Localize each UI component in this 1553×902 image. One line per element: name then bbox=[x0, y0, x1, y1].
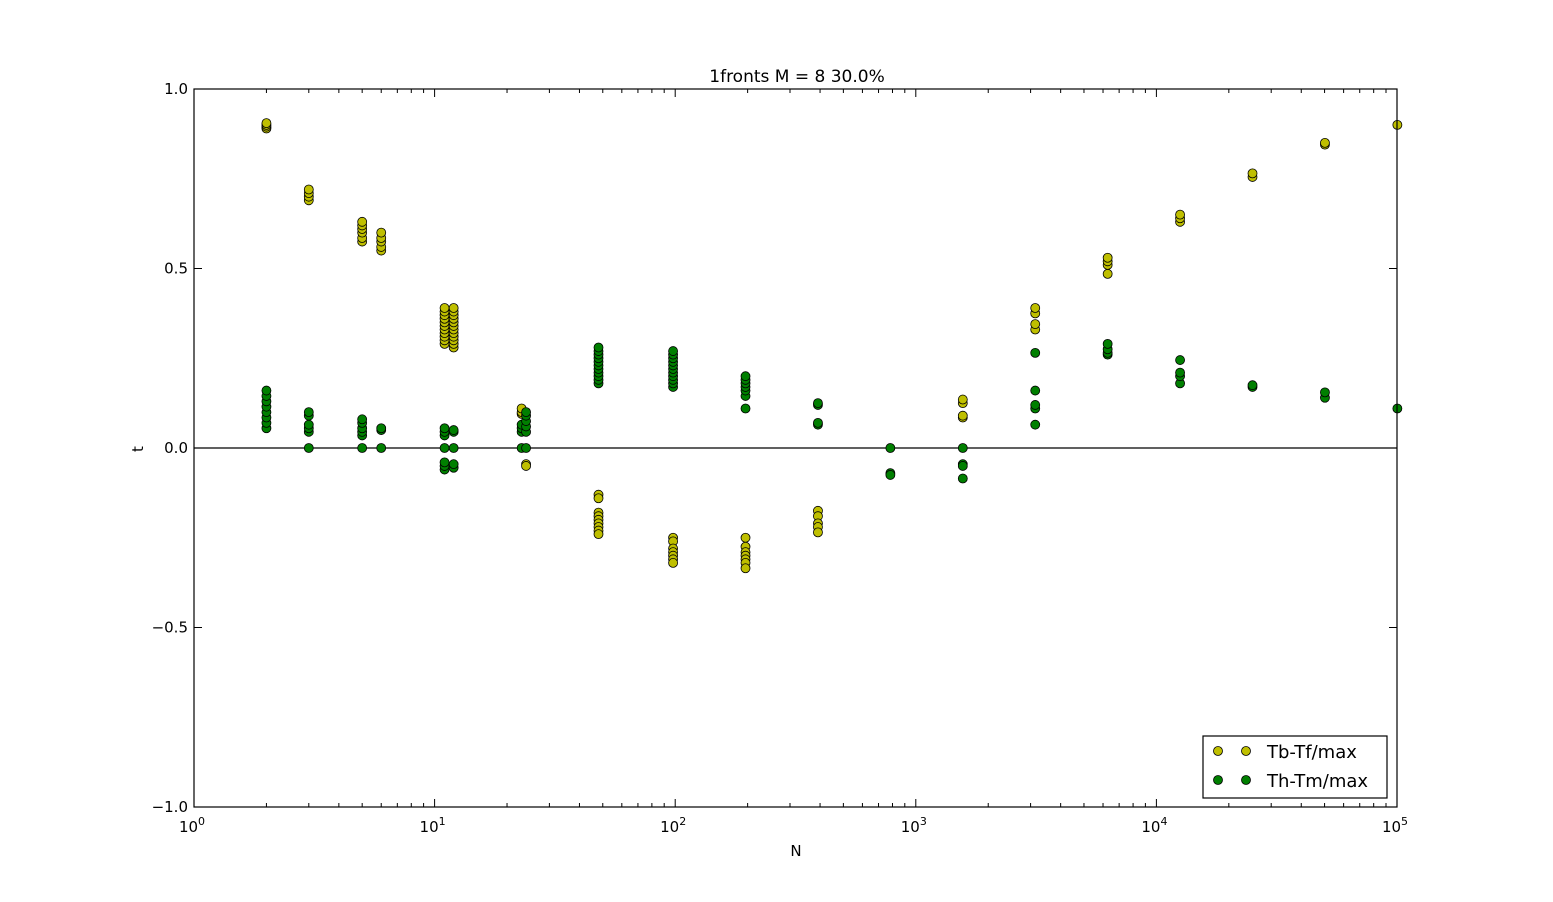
data-point bbox=[957, 473, 968, 484]
data-point bbox=[1247, 168, 1258, 179]
y-tick-label: 0.0 bbox=[164, 439, 188, 457]
x-tick-label: 104 bbox=[1141, 815, 1167, 836]
data-point bbox=[521, 407, 531, 418]
data-point bbox=[957, 461, 968, 471]
legend-box bbox=[1202, 735, 1388, 799]
data-point bbox=[1030, 419, 1041, 430]
x-tick-label: 100 bbox=[179, 815, 205, 836]
data-point bbox=[303, 419, 314, 430]
data-point bbox=[1102, 338, 1113, 349]
data-point bbox=[740, 371, 751, 382]
x-tick-label: 105 bbox=[1382, 815, 1408, 836]
legend-marker bbox=[1241, 746, 1251, 756]
data-point bbox=[261, 385, 272, 396]
x-tick-label: 101 bbox=[420, 815, 446, 836]
data-point bbox=[740, 532, 751, 543]
legend-label-tb-tf: Tb-Tf/max bbox=[1266, 742, 1357, 763]
data-point bbox=[303, 407, 314, 418]
legend: Tb-Tf/max Th-Tm/max bbox=[1202, 735, 1388, 799]
plot-area: 100 101 102 103 104 105 1.0 0.5 0.0 −0.5 −1.0 bbox=[152, 80, 1408, 836]
data-point bbox=[1175, 367, 1185, 378]
legend-entry-th-tm: Th-Tm/max bbox=[1213, 771, 1368, 792]
legend-entry-tb-tf: Tb-Tf/max bbox=[1213, 742, 1357, 763]
data-point bbox=[1030, 400, 1041, 410]
y-axis-label: t bbox=[129, 446, 147, 452]
data-point bbox=[957, 443, 968, 453]
data-point bbox=[261, 118, 272, 129]
data-point bbox=[1175, 355, 1185, 365]
x-axis-label: N bbox=[790, 842, 801, 860]
series-th-tm bbox=[261, 338, 1403, 484]
data-point bbox=[885, 443, 896, 453]
y-tick-label: 1.0 bbox=[164, 80, 188, 98]
data-point bbox=[813, 527, 823, 538]
x-tick-label: 103 bbox=[901, 815, 927, 836]
y-tick-label: −1.0 bbox=[152, 798, 188, 816]
data-point bbox=[593, 529, 604, 540]
data-point bbox=[1030, 319, 1041, 330]
data-point bbox=[740, 563, 751, 574]
legend-marker bbox=[1213, 775, 1223, 785]
data-point bbox=[1320, 387, 1330, 398]
data-point bbox=[439, 303, 450, 313]
data-point bbox=[668, 346, 678, 356]
data-point bbox=[448, 443, 459, 453]
data-point bbox=[957, 410, 968, 421]
data-point bbox=[668, 557, 678, 568]
data-point bbox=[376, 423, 387, 434]
data-point bbox=[439, 443, 450, 453]
data-point bbox=[521, 461, 531, 471]
data-point bbox=[439, 457, 450, 468]
data-point bbox=[448, 303, 459, 313]
x-tick-label: 102 bbox=[660, 815, 686, 836]
data-point bbox=[813, 417, 823, 428]
data-point bbox=[593, 342, 604, 353]
data-point bbox=[957, 394, 968, 405]
y-tick-label: 0.5 bbox=[164, 260, 188, 278]
data-point bbox=[1030, 303, 1041, 313]
data-point bbox=[357, 216, 368, 227]
data-point bbox=[1102, 268, 1113, 279]
data-point bbox=[357, 443, 368, 453]
data-point bbox=[448, 425, 459, 435]
data-point bbox=[1030, 347, 1041, 358]
data-point bbox=[376, 443, 387, 453]
legend-label-th-tm: Th-Tm/max bbox=[1266, 771, 1368, 792]
data-point bbox=[813, 398, 823, 409]
data-point bbox=[1247, 380, 1258, 391]
data-point bbox=[357, 414, 368, 425]
axis-ticks: 100 101 102 103 104 105 1.0 0.5 0.0 −0.5 −1.0 bbox=[152, 80, 1408, 836]
data-point bbox=[439, 423, 450, 434]
data-point bbox=[1320, 137, 1330, 148]
data-point bbox=[1030, 385, 1041, 396]
data-point bbox=[303, 184, 314, 195]
data-point bbox=[1102, 252, 1113, 263]
data-point bbox=[740, 403, 751, 414]
data-point bbox=[303, 443, 314, 453]
plot-frame bbox=[193, 88, 1398, 808]
data-point bbox=[448, 459, 459, 470]
data-point bbox=[885, 470, 896, 480]
data-point bbox=[1175, 209, 1185, 220]
data-point bbox=[376, 227, 387, 238]
legend-marker bbox=[1241, 775, 1251, 785]
legend-marker bbox=[1213, 746, 1223, 756]
data-point bbox=[593, 493, 604, 504]
chart-title: 1fronts M = 8 30.0% bbox=[709, 67, 884, 87]
y-tick-label: −0.5 bbox=[152, 619, 188, 637]
data-point bbox=[521, 443, 531, 453]
